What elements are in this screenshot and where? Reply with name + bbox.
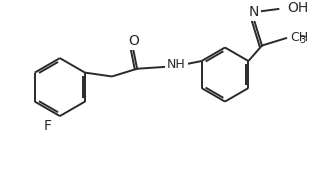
Text: OH: OH	[287, 1, 308, 15]
Text: NH: NH	[167, 58, 186, 71]
Text: F: F	[43, 119, 51, 133]
Text: O: O	[128, 34, 139, 48]
Text: CH: CH	[290, 31, 308, 44]
Text: 3: 3	[299, 35, 306, 45]
Text: N: N	[249, 5, 259, 19]
